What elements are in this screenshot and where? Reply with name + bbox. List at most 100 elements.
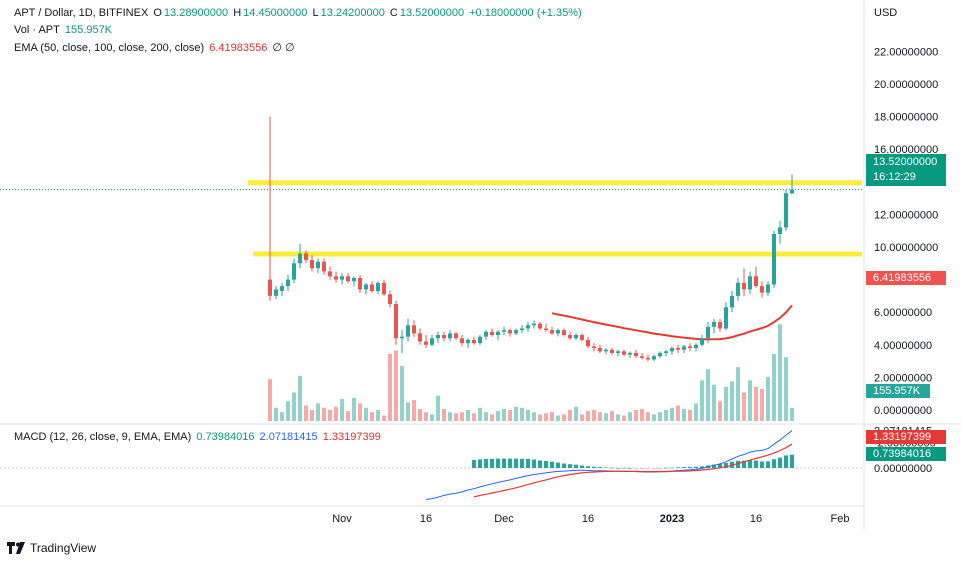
candle-body (478, 336, 482, 344)
volume-bar (334, 406, 338, 421)
macd-histogram-bar (658, 468, 662, 469)
volume-badge-value: 155.957K (873, 385, 921, 397)
volume-bar (274, 407, 278, 421)
macd-histogram-bar (520, 458, 524, 468)
macd-histogram-bar (640, 468, 644, 469)
candle (436, 331, 440, 344)
candle (670, 346, 674, 355)
volume-bar (670, 407, 674, 421)
candle (382, 279, 386, 296)
volume-bar (442, 408, 446, 421)
candle (760, 281, 764, 298)
candle (514, 328, 518, 336)
volume-bar (778, 324, 782, 421)
candle-body (562, 330, 566, 336)
candle (640, 352, 644, 360)
candle-body (526, 325, 530, 329)
volume-bar (730, 381, 734, 421)
macd-hist-badge: 0.73984016 (866, 447, 946, 461)
candle-body (340, 276, 344, 280)
candle-body (418, 333, 422, 342)
candle-body (742, 282, 746, 290)
candle-body (718, 321, 722, 329)
date-tick-label: 16 (420, 513, 432, 525)
ema-value: 6.41983556 (209, 42, 268, 54)
close-value: 13.52000000 (399, 7, 465, 19)
volume-bar (676, 405, 680, 421)
candle-body (388, 294, 392, 305)
volume-bar (574, 406, 578, 421)
candle (460, 335, 464, 347)
candle-body (670, 348, 674, 352)
candle (298, 243, 302, 269)
volume-bar (544, 413, 548, 421)
ema-badge: 6.41983556 (866, 271, 946, 285)
candle-body (400, 336, 404, 339)
candle (430, 335, 434, 347)
legend-ema: EMA (50, close, 100, close, 200, close) … (14, 41, 297, 54)
macd-histogram-bar (694, 466, 698, 468)
volume-bar (766, 377, 770, 421)
candle-body (556, 330, 560, 334)
volume-bar (358, 403, 362, 421)
candle-body (622, 351, 626, 355)
date-tick-label: Feb (831, 513, 850, 525)
volume-bar (472, 413, 476, 421)
legend-symbol: APT / Dollar, 1D, BITFINEX O 13.28900000 … (14, 7, 584, 19)
candle (478, 335, 482, 345)
macd-histogram-bar (766, 461, 770, 468)
volume-value: 155.957K (64, 24, 113, 36)
candle-body (352, 277, 356, 282)
volume-bar (424, 412, 428, 421)
candle-body (580, 335, 584, 340)
candle-body (652, 356, 656, 360)
volume-bar (454, 413, 458, 421)
candle (352, 276, 356, 287)
volume-bar (370, 412, 374, 421)
macd-histogram-bar (718, 464, 722, 468)
macd-histogram-bar (688, 466, 692, 468)
candle (718, 318, 722, 332)
candle-body (322, 261, 326, 272)
candle-body (514, 330, 518, 334)
volume-bar (682, 408, 686, 421)
brand-name: TradingView (30, 541, 97, 555)
macd-signal-value: 1.33197399 (322, 431, 381, 443)
volume-bar (346, 411, 350, 421)
candle (304, 250, 308, 264)
candle (334, 271, 338, 283)
volume-bar (316, 403, 320, 421)
candle (370, 281, 374, 293)
candle (538, 321, 542, 331)
candle-body (376, 282, 380, 292)
volume-bar (736, 367, 740, 421)
macd-histogram-bar (550, 461, 554, 468)
macd-histogram-bar (580, 465, 584, 468)
volume-bar (412, 400, 416, 421)
candle (490, 328, 494, 337)
macd-histogram-bar (610, 467, 614, 469)
macd-histogram-bar (622, 467, 626, 469)
macd-histogram-bar (652, 468, 656, 469)
candle (682, 344, 686, 353)
candle-body (442, 335, 446, 339)
volume-bar (604, 413, 608, 421)
candle (544, 323, 548, 332)
volume-bar (418, 408, 422, 421)
price-tick-label: 6.00000000 (874, 307, 932, 319)
date-tick-label: 16 (750, 513, 762, 525)
tradingview-logo[interactable]: TradingView (7, 541, 96, 555)
candle (400, 330, 404, 353)
open-label: O (153, 7, 162, 19)
macd-line-value: 2.07181415 (259, 431, 318, 443)
macd-histogram-bar (778, 457, 782, 468)
close-label: C (389, 7, 398, 19)
legend-macd: MACD (12, 26, close, 9, EMA, EMA) 0.7398… (14, 431, 383, 443)
candle-body (490, 331, 494, 336)
macd-histogram-bar (760, 461, 764, 468)
candle-body (508, 330, 512, 334)
candle-body (304, 253, 308, 261)
candle (286, 274, 290, 292)
volume-bar (436, 395, 440, 421)
